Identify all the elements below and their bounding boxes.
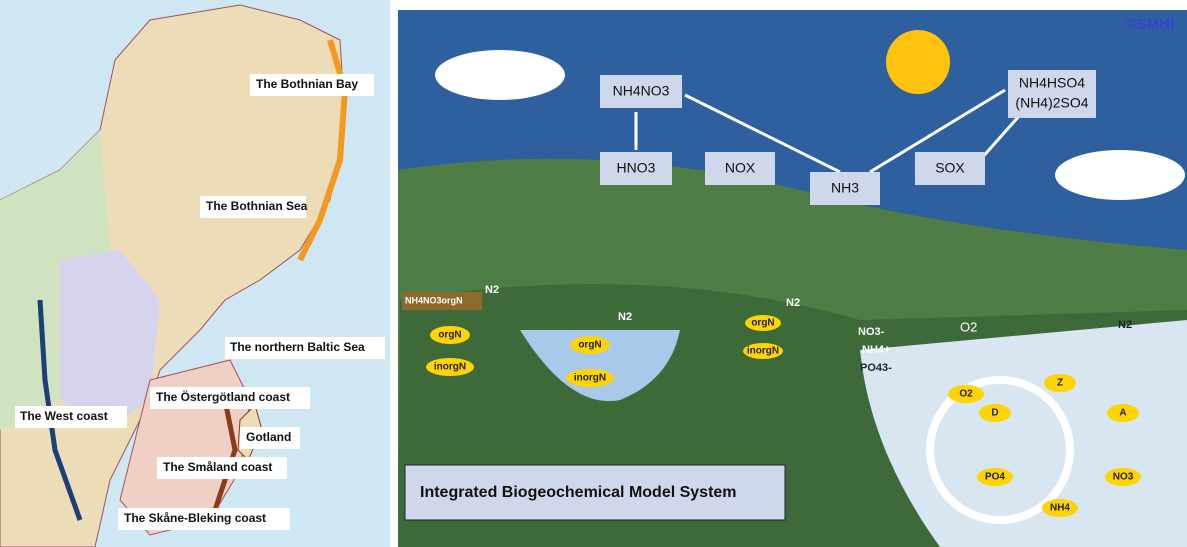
arrows [634, 88, 1022, 174]
cycle: Z A NO3 NH4 PO4 D [977, 374, 1141, 517]
lake [520, 330, 680, 402]
label-box [118, 508, 290, 530]
cloud [1055, 150, 1185, 200]
nutrient: PO43- [860, 362, 892, 374]
soil-label: NH4NO3orgN [405, 295, 463, 305]
title-box [404, 464, 786, 521]
box [810, 172, 880, 205]
diagram: NH4NO3 HNO3 NOX NH3 SOX NH4HSO4 (NH4)2SO… [398, 10, 1187, 547]
box [915, 152, 985, 185]
chemical: SOX [935, 160, 965, 176]
pool-label: inorgN [434, 362, 466, 373]
chemical: NH4HSO4 [1019, 75, 1085, 91]
cycle-label: D [991, 408, 998, 419]
cycle-label: NH4 [1050, 503, 1070, 514]
pool-label: orgN [578, 340, 601, 351]
box [705, 152, 775, 185]
oxygen: O2 [959, 389, 973, 400]
n2-label: N2 [485, 284, 499, 296]
map-label: The Skåne-Bleking coast [124, 511, 266, 525]
box [600, 75, 682, 108]
pool-label: orgN [438, 330, 461, 341]
map-label: The Småland coast [163, 460, 272, 474]
label-box [225, 337, 385, 359]
label-box [200, 196, 306, 218]
pool-label: inorgN [574, 373, 606, 384]
title: Integrated Biogeochemical Model System [420, 484, 737, 501]
box [1008, 70, 1096, 118]
labels: The Bothnian Bay The Bothnian Sea The no… [15, 74, 385, 530]
pools: orgN inorgN orgN inorgN orgN inorgN [426, 315, 783, 387]
chemical: NH3 [831, 180, 859, 196]
box [600, 152, 672, 185]
cycle-label: NO3 [1113, 472, 1134, 483]
logo: ©SMHI [1126, 16, 1175, 33]
nutrient: NO3- [858, 326, 885, 338]
pool-label: inorgN [747, 346, 779, 357]
sun [886, 30, 950, 94]
cycle-label: PO4 [985, 472, 1005, 483]
pool-label: orgN [751, 318, 774, 329]
map-label: The northern Baltic Sea [230, 340, 365, 354]
label-box [157, 457, 287, 479]
coast [212, 399, 238, 511]
chemical: HNO3 [617, 160, 656, 176]
map-label: Gotland [246, 430, 291, 444]
cycle-label: A [1119, 408, 1126, 419]
nutrient: NH4+ [862, 344, 890, 356]
n2-label: N2 [786, 297, 800, 309]
chemical: NOX [725, 160, 756, 176]
label-box [15, 406, 127, 428]
map-label: The Bothnian Bay [256, 77, 358, 91]
catchment [60, 250, 160, 420]
chemical: NH4NO3 [613, 83, 670, 99]
map-label: The Bothnian Sea [206, 199, 308, 213]
label-box [250, 74, 374, 96]
map-label: The Östergötland coast [156, 389, 290, 404]
label-box [150, 387, 310, 409]
label-box [240, 427, 300, 449]
map: The Bothnian Bay The Bothnian Sea The no… [0, 0, 390, 547]
cloud [435, 50, 565, 100]
n2-label: N2 [1118, 319, 1132, 331]
coast [297, 39, 349, 262]
cycle-label: Z [1057, 378, 1063, 389]
map-label: The West coast [20, 409, 108, 423]
soil [402, 292, 482, 310]
cycle-ring [926, 376, 1074, 524]
oxygen: O2 [960, 319, 977, 334]
chemical: (NH4)2SO4 [1015, 95, 1088, 111]
n2-label: N2 [618, 311, 632, 323]
